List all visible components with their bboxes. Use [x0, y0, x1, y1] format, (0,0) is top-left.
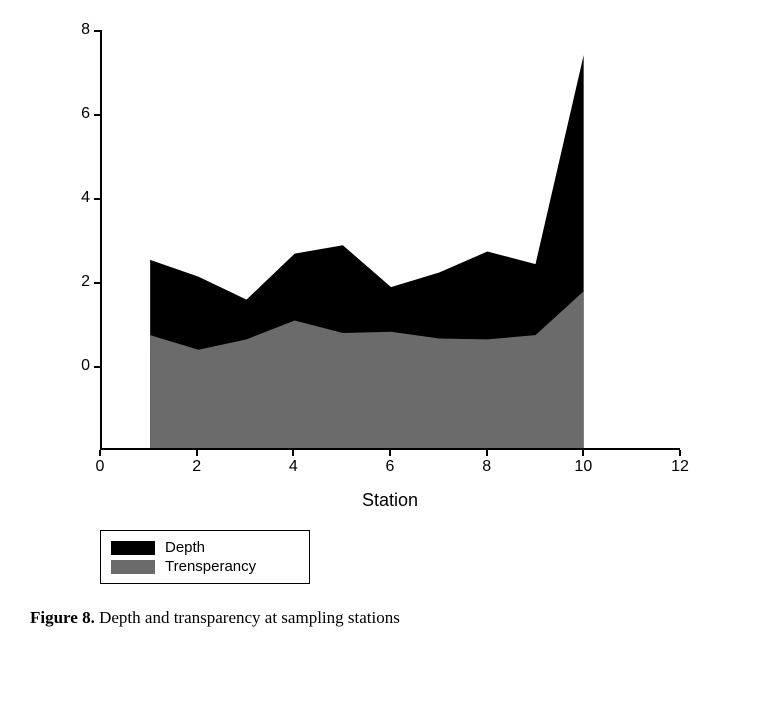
y-tick-label: 4: [40, 189, 90, 207]
legend-swatch: [111, 560, 155, 574]
legend: Depth Trensperancy: [100, 530, 310, 584]
x-tick: [196, 450, 198, 456]
x-axis-title: Station: [100, 490, 680, 511]
y-tick: [94, 114, 100, 116]
x-tick-label: 4: [289, 458, 298, 476]
y-tick: [94, 366, 100, 368]
x-tick-label: 12: [671, 458, 689, 476]
y-tick-label: 6: [40, 105, 90, 123]
y-tick-label: 2: [40, 273, 90, 291]
caption-label: Figure 8.: [30, 608, 95, 627]
y-tick-label: 0: [40, 357, 90, 375]
y-tick: [94, 198, 100, 200]
x-tick: [292, 450, 294, 456]
plot-area: [100, 30, 680, 450]
x-tick: [389, 450, 391, 456]
x-tick: [582, 450, 584, 456]
x-tick: [99, 450, 101, 456]
y-tick-label: 8: [40, 21, 90, 39]
legend-label: Trensperancy: [165, 558, 256, 575]
y-tick: [94, 282, 100, 284]
caption-text: Depth and transparency at sampling stati…: [99, 608, 400, 627]
legend-swatch: [111, 541, 155, 555]
figure-container: 0 2 4 6 8 0 2 4 6 8 10 12 Station Depth Trensperancy…: [20, 20, 746, 628]
x-tick-label: 6: [386, 458, 395, 476]
area-chart-svg: [102, 30, 680, 448]
legend-label: Depth: [165, 539, 205, 556]
y-tick: [94, 30, 100, 32]
x-tick: [486, 450, 488, 456]
x-tick-label: 10: [574, 458, 592, 476]
chart-area: 0 2 4 6 8 0 2 4 6 8 10 12 Station: [40, 20, 720, 520]
x-tick: [679, 450, 681, 456]
legend-item: Trensperancy: [111, 558, 299, 575]
figure-caption: Figure 8. Depth and transparency at samp…: [30, 608, 746, 628]
x-tick-label: 8: [482, 458, 491, 476]
legend-item: Depth: [111, 539, 299, 556]
x-tick-label: 2: [192, 458, 201, 476]
x-tick-label: 0: [96, 458, 105, 476]
